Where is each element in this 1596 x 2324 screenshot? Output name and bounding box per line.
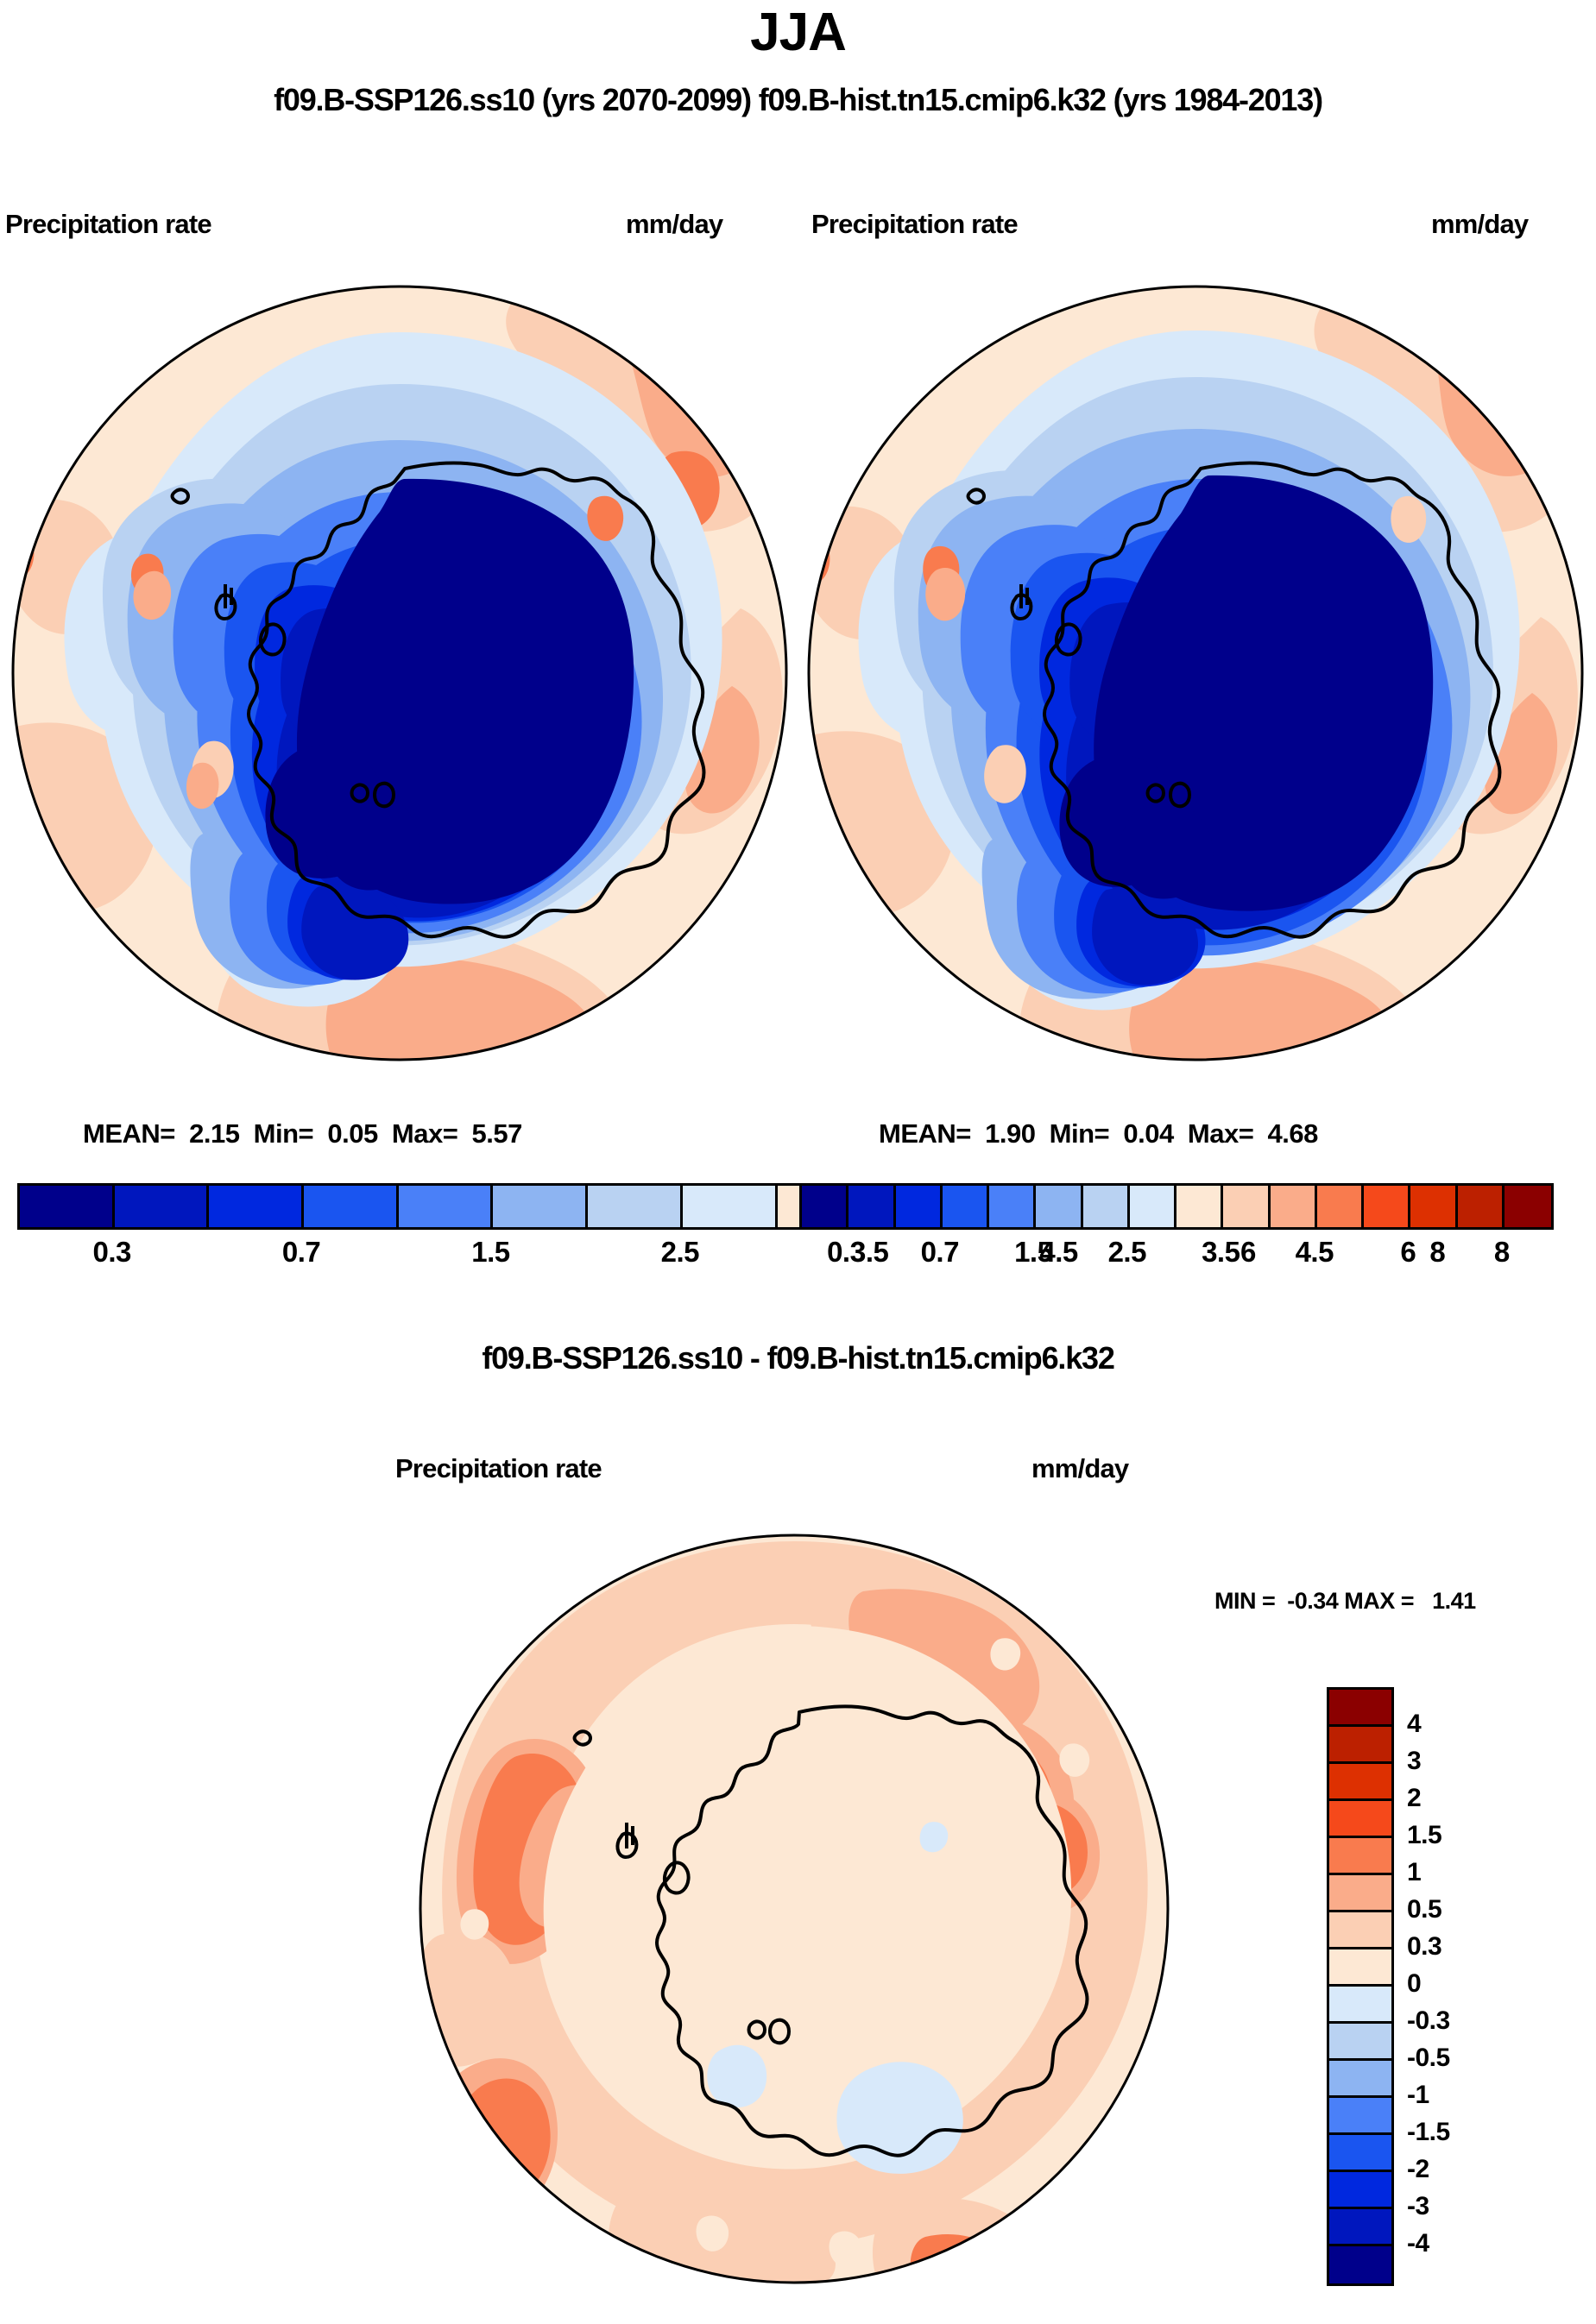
map-right-historical xyxy=(807,285,1584,1061)
colorbar-tick-label: 6 xyxy=(1240,1236,1256,1268)
page-title: JJA xyxy=(750,3,847,62)
colorbar-tick-label: 1.5 xyxy=(471,1236,510,1268)
colorbar-tick-label: 4.5 xyxy=(1295,1236,1334,1268)
colorbar-cell xyxy=(802,1186,849,1227)
colorbar-cell xyxy=(1329,2098,1391,2135)
colorbar-tick-label: -2 xyxy=(1407,2155,1429,2183)
colorbar-cell xyxy=(1329,1838,1391,1875)
colorbar-cell xyxy=(20,1186,115,1227)
colorbar-tick-label: 1.5 xyxy=(1014,1236,1053,1268)
colorbar-tick-label: 6 xyxy=(1400,1236,1416,1268)
colorbar-cell xyxy=(1457,1186,1505,1227)
colorbar-tick-label: 4 xyxy=(1407,1710,1422,1738)
colorbar-cell xyxy=(1329,1764,1391,1801)
colorbar-cell xyxy=(1270,1186,1317,1227)
colorbar-tick-label: 8 xyxy=(1429,1236,1446,1268)
colorbar-cell xyxy=(1329,1912,1391,1949)
colorbar-tick-label: 3.5 xyxy=(1202,1236,1240,1268)
colorbar-tick-label: 4.5 xyxy=(1039,1236,1078,1268)
coastline-right xyxy=(966,461,1502,939)
colorbar-cell xyxy=(1329,2024,1391,2061)
colorbar-cell xyxy=(1329,1949,1391,1987)
colorbar-cell xyxy=(1329,1987,1391,2024)
coastline-diff xyxy=(572,1704,1089,2157)
colorbar-tick-label: 0.7 xyxy=(920,1236,960,1268)
map-left-ssp126 xyxy=(11,285,788,1061)
colorbar-cell xyxy=(398,1186,494,1227)
colorbar-cell xyxy=(1329,1875,1391,1912)
colorbar-cell xyxy=(493,1186,589,1227)
colorbar-tick-label: 0.3 xyxy=(92,1236,132,1268)
colorbar-right xyxy=(799,1183,1554,1230)
colorbar-tick-label: 0.3 xyxy=(827,1236,866,1268)
colorbar-tick-label: -0.3 xyxy=(1407,2006,1450,2035)
diff-units-label: mm/day xyxy=(1031,1453,1129,1483)
colorbar-tick-label: 0.3 xyxy=(1407,1932,1442,1961)
colorbar-right-ticks: 0.3 0.7 1.5 2.5 3.5 4.5 6 8 xyxy=(799,1236,1549,1274)
colorbar-tick-label: -3 xyxy=(1407,2192,1429,2220)
colorbar-cell xyxy=(1329,2246,1391,2283)
colorbar-tick-label: 3.5 xyxy=(850,1236,889,1268)
colorbar-cell xyxy=(1129,1186,1176,1227)
colorbar-tick-label: 3 xyxy=(1407,1747,1422,1775)
colorbar-tick-label: 1 xyxy=(1407,1858,1422,1886)
colorbar-cell xyxy=(1329,2061,1391,2098)
colorbar-cell xyxy=(209,1186,305,1227)
colorbar-tick-label: -0.5 xyxy=(1407,2044,1450,2072)
colorbar-difference xyxy=(1327,1687,1394,2286)
colorbar-tick-label: 2 xyxy=(1407,1784,1422,1812)
colorbar-cell xyxy=(1329,2135,1391,2172)
colorbar-cell xyxy=(1504,1186,1551,1227)
right-variable-label: Precipitation rate xyxy=(811,209,1019,239)
colorbar-cell xyxy=(848,1186,896,1227)
colorbar-left-ticks: 0.3 0.7 1.5 2.5 3.5 4.5 6 8 xyxy=(17,1236,1532,1274)
coastline-left xyxy=(170,461,706,939)
colorbar-tick-label: -4 xyxy=(1407,2229,1429,2258)
colorbar-cell xyxy=(989,1186,1037,1227)
colorbar-cell xyxy=(1036,1186,1083,1227)
colorbar-tick-label: 0.5 xyxy=(1407,1895,1442,1924)
left-variable-label: Precipitation rate xyxy=(5,209,212,239)
difference-title: f09.B-SSP126.ss10 - f09.B-hist.tn15.cmip… xyxy=(482,1340,1115,1376)
colorbar-cell xyxy=(1329,1690,1391,1727)
colorbar-tick-label: 8 xyxy=(1493,1236,1510,1268)
colorbar-tick-label: 2.5 xyxy=(660,1236,700,1268)
colorbar-cell xyxy=(1329,2172,1391,2209)
colorbar-tick-label: 0 xyxy=(1407,1969,1422,1998)
colorbar-tick-label: 2.5 xyxy=(1107,1236,1147,1268)
colorbar-tick-label: 0.7 xyxy=(281,1236,321,1268)
colorbar-cell xyxy=(1082,1186,1130,1227)
map-difference xyxy=(419,1534,1170,2284)
diff-variable-label: Precipitation rate xyxy=(395,1453,602,1483)
colorbar-cell xyxy=(1329,1727,1391,1764)
colorbar-cell xyxy=(114,1186,210,1227)
colorbar-cell xyxy=(1410,1186,1458,1227)
colorbar-cell xyxy=(942,1186,989,1227)
colorbar-cell xyxy=(1329,1801,1391,1838)
colorbar-cell xyxy=(1176,1186,1224,1227)
right-units-label: mm/day xyxy=(1431,209,1529,239)
colorbar-tick-label: -1.5 xyxy=(1407,2118,1450,2146)
diff-minmax-label: MIN = -0.34 MAX = 1.41 xyxy=(1214,1588,1476,1614)
colorbar-tick-label: -1 xyxy=(1407,2081,1429,2109)
colorbar-cell xyxy=(1316,1186,1364,1227)
colorbar-cell xyxy=(588,1186,683,1227)
colorbar-cell xyxy=(304,1186,399,1227)
left-units-label: mm/day xyxy=(626,209,723,239)
colorbar-cell xyxy=(895,1186,943,1227)
colorbar-tick-label: 1.5 xyxy=(1407,1821,1442,1849)
colorbar-cell xyxy=(682,1186,778,1227)
colorbar-cell xyxy=(1223,1186,1271,1227)
page-subtitle: f09.B-SSP126.ss10 (yrs 2070-2099) f09.B-… xyxy=(274,82,1323,117)
colorbar-cell xyxy=(1364,1186,1411,1227)
right-stats: MEAN= 1.90 Min= 0.04 Max= 4.68 xyxy=(879,1118,1318,1149)
colorbar-cell xyxy=(1329,2209,1391,2246)
colorbar-difference-ticks: 4 3 2 1.5 1 0.5 0.3 0 -0.3 -0.5 -1 -1.5 -2 -3 -4 xyxy=(1407,1687,1519,2281)
left-stats: MEAN= 2.15 Min= 0.05 Max= 5.57 xyxy=(83,1118,522,1149)
